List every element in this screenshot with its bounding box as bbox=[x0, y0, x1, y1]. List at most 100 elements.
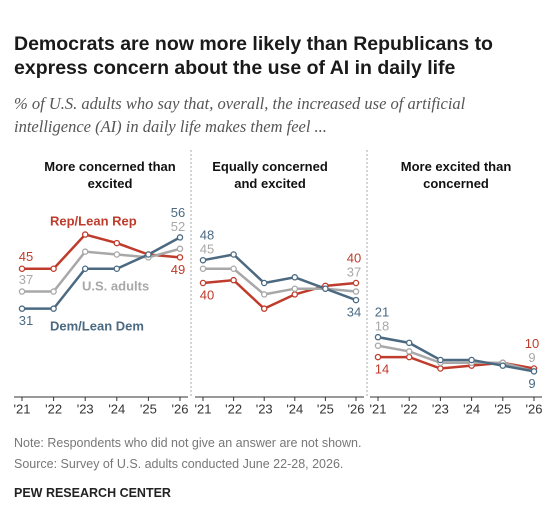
point bbox=[50, 288, 57, 295]
note: Note: Respondents who did not give an an… bbox=[14, 436, 362, 450]
value-label: 45 bbox=[200, 242, 214, 257]
point bbox=[322, 285, 329, 292]
series-line bbox=[377, 344, 535, 373]
point bbox=[352, 279, 360, 287]
point bbox=[530, 368, 538, 375]
point bbox=[113, 265, 121, 272]
point bbox=[176, 254, 184, 261]
value-label: 14 bbox=[375, 362, 389, 377]
point bbox=[145, 251, 152, 258]
series-line bbox=[203, 267, 357, 296]
x-tick-label: '21 bbox=[195, 401, 212, 416]
point bbox=[291, 285, 299, 292]
point bbox=[199, 265, 207, 272]
panel-title: More excited than concerned bbox=[400, 159, 512, 191]
title: Democrats are now more likely than Repub… bbox=[14, 33, 493, 79]
series-line bbox=[22, 236, 181, 310]
value-label: 18 bbox=[375, 319, 389, 334]
series-label: U.S. adults bbox=[82, 278, 149, 293]
value-label: 40 bbox=[347, 250, 361, 265]
x-tick-label: '24 bbox=[108, 401, 125, 416]
point bbox=[260, 279, 268, 287]
value-label: 31 bbox=[19, 313, 33, 328]
point bbox=[374, 353, 382, 361]
point bbox=[437, 356, 444, 364]
point bbox=[352, 288, 360, 295]
x-tick-label: '23 bbox=[256, 401, 273, 416]
value-label: 52 bbox=[171, 219, 185, 234]
panel-title: More concerned than excited bbox=[44, 159, 176, 191]
value-label: 9 bbox=[528, 350, 535, 365]
x-tick-label: '26 bbox=[526, 401, 543, 416]
x-tick-label: '26 bbox=[172, 401, 189, 416]
source: Source: Survey of U.S. adults conducted … bbox=[14, 457, 344, 471]
point bbox=[18, 288, 26, 295]
point bbox=[230, 276, 237, 284]
point bbox=[81, 265, 89, 272]
x-tick-label: '25 bbox=[140, 401, 157, 416]
x-tick-label: '25 bbox=[494, 401, 511, 416]
x-tick-label: '22 bbox=[225, 401, 242, 416]
x-tick-label: '22 bbox=[401, 401, 418, 416]
point bbox=[374, 342, 382, 349]
value-label: 48 bbox=[200, 228, 214, 243]
value-label: 40 bbox=[200, 287, 214, 302]
point bbox=[176, 234, 184, 241]
panel-title: Equally concerned and excited bbox=[212, 159, 328, 191]
series-line bbox=[377, 335, 535, 373]
x-tick-label: '26 bbox=[348, 401, 365, 416]
value-label: 56 bbox=[171, 205, 185, 220]
point bbox=[291, 291, 299, 298]
value-label: 21 bbox=[375, 305, 389, 320]
series-line bbox=[22, 233, 181, 270]
series-label: Rep/Lean Rep bbox=[50, 213, 137, 228]
point bbox=[113, 251, 121, 258]
point bbox=[50, 305, 57, 312]
point bbox=[260, 305, 268, 312]
value-label: 45 bbox=[19, 249, 33, 264]
point bbox=[405, 339, 413, 347]
point bbox=[176, 245, 184, 253]
x-tick-label: '21 bbox=[14, 401, 31, 416]
point bbox=[230, 251, 237, 258]
value-label: 9 bbox=[528, 376, 535, 391]
point bbox=[291, 274, 299, 281]
series-line bbox=[202, 278, 357, 311]
point bbox=[18, 265, 26, 272]
subtitle: % of U.S. adults who say that, overall, … bbox=[14, 94, 466, 136]
point bbox=[374, 333, 382, 341]
point bbox=[405, 348, 413, 355]
series-line bbox=[22, 247, 181, 293]
value-label: 37 bbox=[347, 264, 361, 279]
point bbox=[230, 265, 237, 272]
point bbox=[499, 362, 507, 369]
point bbox=[260, 291, 268, 298]
x-tick-label: '24 bbox=[286, 401, 303, 416]
series-label: Dem/Lean Dem bbox=[50, 318, 144, 333]
point bbox=[405, 353, 413, 361]
value-label: 10 bbox=[525, 336, 539, 351]
x-tick-label: '25 bbox=[317, 401, 334, 416]
series-line bbox=[202, 253, 357, 302]
point bbox=[468, 356, 475, 364]
value-label: 37 bbox=[19, 272, 33, 287]
point bbox=[81, 231, 89, 238]
x-tick-label: '23 bbox=[432, 401, 449, 416]
point bbox=[18, 305, 26, 312]
value-label: 34 bbox=[347, 305, 361, 320]
point bbox=[81, 248, 89, 255]
point bbox=[437, 365, 444, 372]
x-tick-label: '23 bbox=[77, 401, 94, 416]
point bbox=[199, 256, 207, 264]
x-tick-label: '24 bbox=[463, 401, 480, 416]
point bbox=[113, 239, 121, 247]
value-label: 49 bbox=[171, 262, 185, 277]
footer: PEW RESEARCH CENTER bbox=[14, 486, 171, 500]
point bbox=[199, 279, 207, 287]
x-tick-label: '21 bbox=[370, 401, 387, 416]
point bbox=[352, 296, 360, 304]
point bbox=[50, 265, 57, 272]
x-tick-label: '22 bbox=[45, 401, 62, 416]
